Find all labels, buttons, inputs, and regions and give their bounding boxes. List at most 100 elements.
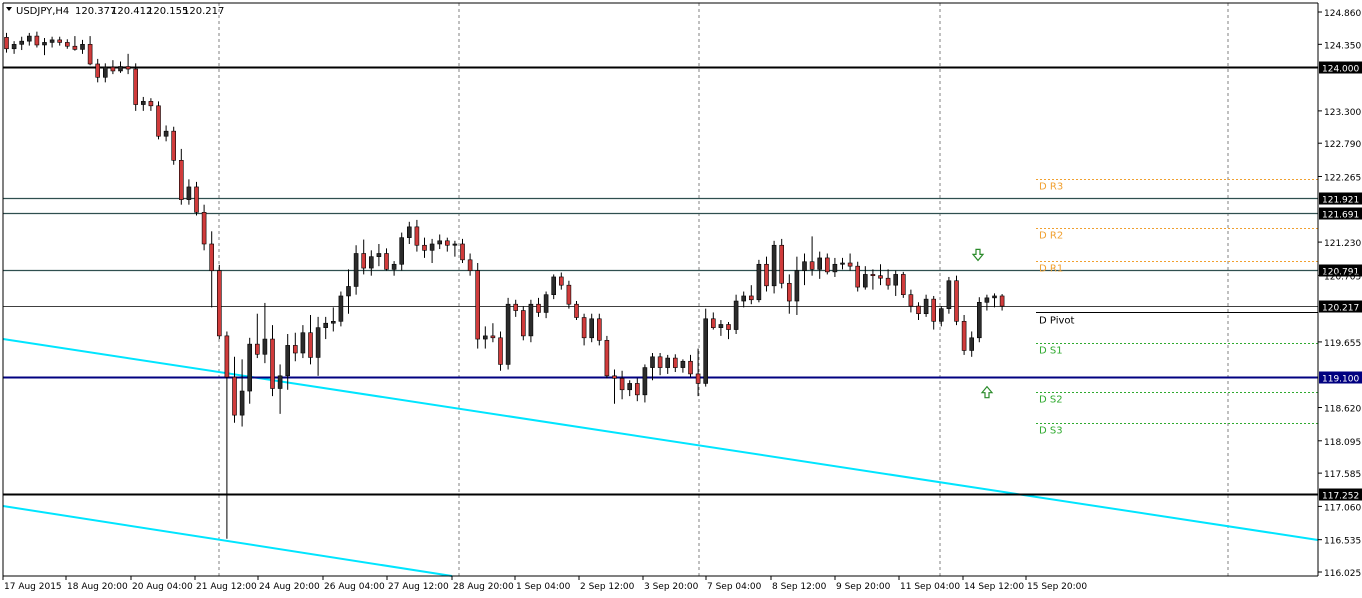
candle — [878, 264, 883, 286]
level-price-tag — [1319, 488, 1362, 501]
bull-candle-body — [376, 253, 382, 257]
pivot-label-d-pivot: D Pivot — [1039, 316, 1075, 327]
time-axis[interactable]: 17 Aug 2015 18 Aug 20:00 20 Aug 04:00 21 Au… — [2, 576, 1087, 592]
candle — [11, 41, 17, 54]
candle — [893, 270, 899, 296]
candle — [741, 291, 747, 308]
bull-candle-body — [680, 360, 686, 368]
pivot-label-d-s1: D S1 — [1039, 346, 1063, 357]
trendline-1[interactable] — [2, 338, 1319, 541]
candle — [976, 297, 982, 343]
bear-candle-body — [87, 44, 93, 65]
bear-candle-body — [361, 253, 367, 269]
low-value: 120.155 — [147, 6, 188, 17]
bear-candle-body — [414, 226, 420, 246]
price-tick-label: 120.705 — [1324, 272, 1361, 282]
candle — [984, 294, 990, 311]
candle — [900, 271, 906, 298]
level-price-tag — [1319, 264, 1362, 277]
bull-candle-body — [923, 298, 929, 315]
arrow-up-icon — [980, 385, 994, 399]
bear-candle-body — [217, 270, 222, 337]
candle — [482, 326, 488, 349]
collapse-triangle-icon[interactable] — [6, 7, 12, 11]
bear-candle-body — [224, 335, 230, 378]
candle — [969, 331, 975, 357]
bear-candle-body — [824, 257, 830, 273]
candle — [217, 264, 222, 340]
candle — [505, 297, 511, 370]
candle — [118, 61, 123, 73]
bull-candle-body — [938, 308, 944, 322]
time-tick-label: 27 Aug 12:00 — [388, 582, 449, 592]
candle — [384, 248, 389, 271]
bear-candle-body — [566, 284, 572, 305]
candle — [923, 294, 929, 317]
price-axis[interactable]: 124.000 121.921 121.691 120.791 120.217 119.1… — [1318, 9, 1362, 579]
candle — [209, 231, 214, 308]
bull-candle-body — [323, 322, 329, 328]
bear-candle-body — [657, 356, 663, 368]
horizontal-levels[interactable] — [3, 66, 1318, 496]
bear-candle-body — [619, 378, 625, 391]
bull-candle-body — [551, 276, 557, 295]
bull-candle-body — [406, 226, 412, 238]
bull-candle-body — [969, 337, 975, 351]
candle — [703, 308, 709, 387]
trendline-2[interactable] — [2, 505, 453, 577]
candle — [323, 316, 329, 340]
bear-candle-body — [4, 37, 9, 50]
bear-candle-body — [72, 45, 78, 50]
candle — [95, 58, 100, 83]
candle — [908, 289, 914, 313]
bear-candle-body — [460, 243, 465, 261]
bear-candle-body — [513, 303, 519, 311]
bear-candle-body — [726, 324, 731, 330]
bull-candle-body — [26, 35, 32, 42]
bear-candle-body — [110, 66, 116, 72]
candle — [862, 266, 868, 290]
bull-candle-body — [794, 270, 800, 302]
candle — [80, 39, 85, 54]
candles — [4, 31, 1005, 539]
level-price-tag — [1319, 371, 1362, 384]
time-tick-label: 20 Aug 04:00 — [132, 582, 193, 592]
bull-candle-body — [452, 243, 458, 246]
bull-candle-body — [103, 66, 108, 78]
high-value: 120.412 — [111, 6, 152, 17]
trendlines[interactable] — [2, 338, 1319, 577]
candle — [148, 98, 154, 111]
bull-candle-body — [262, 338, 268, 355]
bear-candle-body — [847, 262, 853, 267]
bear-candle-body — [688, 360, 693, 375]
candle — [133, 63, 138, 111]
candle — [612, 369, 617, 404]
level-price-tag — [1319, 61, 1362, 74]
bear-candle-body — [574, 303, 579, 318]
time-tick-label: 18 Aug 20:00 — [67, 582, 128, 592]
candle — [498, 331, 503, 371]
candle — [513, 299, 519, 317]
candle — [346, 269, 351, 314]
price-tick-label: 116.025 — [1324, 569, 1361, 579]
bull-candle-body — [391, 263, 397, 270]
bear-candle-body — [444, 240, 450, 246]
bear-candle-body — [520, 310, 526, 337]
candle — [756, 259, 762, 303]
bull-candle-body — [718, 324, 724, 328]
candle — [308, 314, 313, 365]
bull-candle-body — [300, 332, 306, 354]
candle — [589, 313, 595, 343]
candle — [657, 353, 663, 376]
candle — [794, 256, 800, 315]
candle — [528, 299, 534, 343]
candle — [338, 291, 344, 327]
level-price-label: 124.000 — [1322, 65, 1359, 75]
candle — [103, 63, 108, 83]
candle — [710, 312, 716, 330]
bear-candle-body — [292, 345, 298, 354]
bear-candle-body — [612, 375, 617, 379]
candle — [771, 240, 777, 294]
